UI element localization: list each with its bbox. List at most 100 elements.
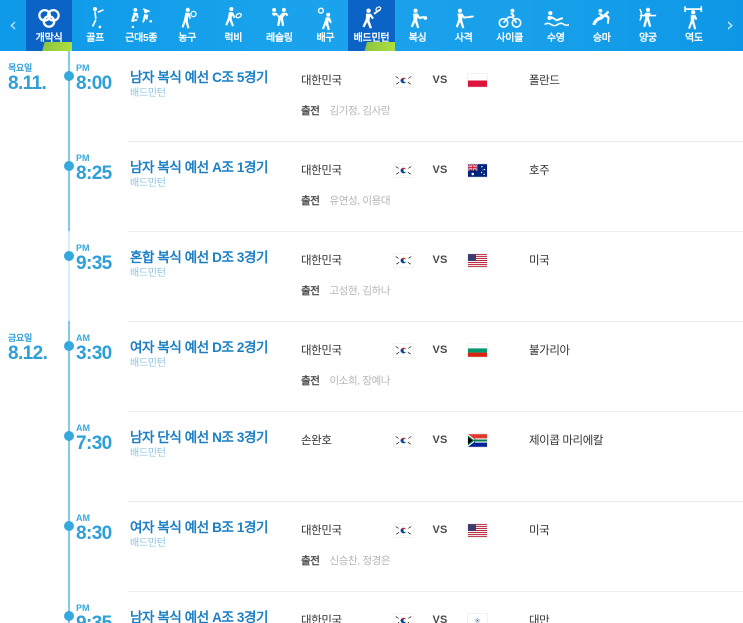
weightlifting-icon — [681, 4, 707, 32]
row-roster: 출전 신승찬, 정경은 — [301, 551, 733, 569]
time-value: 9:35 — [76, 253, 112, 274]
timeline-line — [68, 141, 70, 231]
timeline-dot — [64, 341, 74, 351]
row-divider — [128, 501, 743, 502]
sport-tab-9[interactable]: 사격 — [441, 0, 487, 51]
sport-tab-13[interactable]: 양궁 — [625, 0, 671, 51]
vs-label: VS — [432, 344, 448, 356]
event-title[interactable]: 남자 단식 예선 N조 3경기 — [130, 430, 269, 445]
sport-tab-label: 레슬링 — [265, 33, 293, 44]
flag-right-icon — [463, 163, 491, 177]
schedule-row[interactable]: PM9:35남자 복식 예선 A조 3경기배드민턴대한민국VS대만출전 — [0, 591, 743, 623]
sport-tab-3[interactable]: 농구 — [164, 0, 210, 51]
timeline-line — [68, 321, 70, 411]
event-title[interactable]: 여자 복식 예선 B조 1경기 — [130, 520, 269, 535]
row-date: 목요일 8.11. — [0, 51, 62, 94]
sport-nav-list: 개막식 골프 근대5종 농구 럭비 레슬링 배구 배드민턴 복싱 사격 사이클 수영 승마 양궁 역도 — [26, 0, 717, 51]
sport-tab-label: 수영 — [546, 33, 565, 44]
row-event[interactable]: 남자 복식 예선 A조 1경기 배드민턴 — [126, 141, 301, 191]
row-date — [0, 591, 62, 603]
sport-tab-4[interactable]: 럭비 — [210, 0, 256, 51]
flag-right-icon — [463, 73, 491, 87]
roster-names: 김기정, 김사랑 — [329, 104, 391, 117]
schedule-row[interactable]: PM 9:35 혼합 복식 예선 D조 3경기 배드민턴 대한민국 VS 미국 출전 고성현, … — [0, 231, 743, 321]
vs-label: VS — [432, 254, 448, 266]
event-title[interactable]: 남자 복식 예선 A조 3경기 — [130, 610, 269, 623]
row-divider — [128, 321, 743, 322]
row-time: PM 8:00 — [76, 51, 126, 94]
sport-tab-10[interactable]: 사이클 — [487, 0, 533, 51]
row-match: 대한민국 VS 미국 출전 신승찬, 정경은 — [301, 501, 743, 569]
sport-tab-label: 승마 — [592, 33, 611, 44]
timeline-dot — [64, 431, 74, 441]
schedule-row[interactable]: 금요일 8.12. AM 3:30 여자 복식 예선 D조 2경기 배드민턴 대한민국 VS 불… — [0, 321, 743, 411]
sport-tab-label: 럭비 — [224, 33, 243, 44]
event-sport: 배드민턴 — [130, 358, 166, 369]
sport-tab-label: 복싱 — [408, 33, 427, 44]
sport-tab-7[interactable]: 배드민턴 — [348, 0, 395, 51]
event-title[interactable]: 여자 복식 예선 D조 2경기 — [130, 340, 269, 355]
schedule-row[interactable]: 목요일 8.11. PM 8:00 남자 복식 예선 C조 5경기 배드민턴 대한민국 VS 폴… — [0, 51, 743, 141]
flag-right-icon — [463, 523, 491, 537]
row-time: AM 3:30 — [76, 321, 126, 364]
schedule-list: 목요일 8.11. PM 8:00 남자 복식 예선 C조 5경기 배드민턴 대한민국 VS 폴… — [0, 51, 743, 623]
time-meridiem: AM — [76, 333, 90, 343]
event-title[interactable]: 남자 복식 예선 C조 5경기 — [130, 70, 269, 85]
time-meridiem: AM — [76, 423, 90, 433]
golf-icon — [82, 4, 108, 32]
sport-tab-14[interactable]: 역도 — [671, 0, 717, 51]
roster-names: 고성현, 김하나 — [329, 284, 391, 297]
sport-tab-1[interactable]: 골프 — [72, 0, 118, 51]
event-sport: 배드민턴 — [130, 268, 166, 279]
sport-tab-11[interactable]: 수영 — [533, 0, 579, 51]
nav-next-arrow-icon[interactable]: › — [726, 14, 734, 36]
schedule-row[interactable]: AM 8:30 여자 복식 예선 B조 1경기 배드민턴 대한민국 VS 미국 출전 신승찬, … — [0, 501, 743, 591]
sport-tab-label: 근대5종 — [125, 33, 158, 44]
timeline-line — [68, 501, 70, 591]
time-value: 7:30 — [76, 433, 112, 454]
flag-right-icon — [463, 343, 491, 357]
nav-prev-arrow-icon[interactable]: ‹ — [9, 14, 17, 36]
row-date — [0, 501, 62, 513]
vs-label: VS — [432, 434, 448, 446]
sport-tab-5[interactable]: 레슬링 — [256, 0, 302, 51]
team-right-name: 불가리아 — [529, 345, 570, 357]
roster-label: 출전 — [301, 104, 320, 117]
date-day: 8.12. — [8, 343, 48, 364]
event-sport: 배드민턴 — [130, 538, 166, 549]
roster-names: 신승찬, 정경은 — [329, 554, 391, 567]
team-left-name: 대한민국 — [301, 75, 342, 87]
tab-accent-stripe — [26, 42, 73, 51]
flag-kr — [393, 523, 413, 537]
timeline-line — [68, 51, 70, 141]
team-right-name: 제이콥 마리에칼 — [529, 435, 604, 447]
match-teams: 대한민국 VS 불가리아 — [301, 337, 733, 363]
shooting-icon — [451, 4, 477, 32]
row-match: 대한민국VS대만출전 — [301, 591, 743, 623]
row-roster: 출전 고성현, 김하나 — [301, 281, 733, 299]
flag-kr — [393, 433, 413, 447]
flag-left-icon — [389, 523, 417, 537]
sport-tab-8[interactable]: 복싱 — [395, 0, 441, 51]
timeline-dot — [64, 611, 74, 621]
sport-tab-0[interactable]: 개막식 — [26, 0, 73, 51]
schedule-row[interactable]: PM 8:25 남자 복식 예선 A조 1경기 배드민턴 대한민국 VS 호주 출전 유연성, … — [0, 141, 743, 231]
cycling-icon — [497, 4, 523, 32]
event-title[interactable]: 남자 복식 예선 A조 1경기 — [130, 160, 269, 175]
team-left-name: 대한민국 — [301, 255, 342, 267]
sport-tab-6[interactable]: 배구 — [302, 0, 348, 51]
row-event[interactable]: 남자 복식 예선 C조 5경기 배드민턴 — [126, 51, 301, 101]
sport-tab-2[interactable]: 근대5종 — [118, 0, 164, 51]
timeline-line — [68, 231, 70, 321]
flag-right-icon — [463, 253, 491, 267]
event-title[interactable]: 혼합 복식 예선 D조 3경기 — [130, 250, 269, 265]
row-event[interactable]: 남자 단식 예선 N조 3경기 배드민턴 — [126, 411, 301, 461]
sport-tab-12[interactable]: 승마 — [579, 0, 625, 51]
team-left-name: 대한민국 — [301, 615, 342, 623]
